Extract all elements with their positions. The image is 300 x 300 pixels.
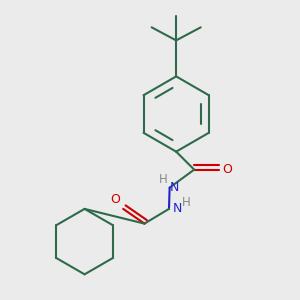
Text: N: N bbox=[173, 202, 182, 215]
Text: H: H bbox=[159, 173, 168, 186]
Text: H: H bbox=[182, 196, 191, 209]
Text: N: N bbox=[169, 181, 179, 194]
Text: O: O bbox=[223, 163, 232, 176]
Text: O: O bbox=[110, 193, 120, 206]
